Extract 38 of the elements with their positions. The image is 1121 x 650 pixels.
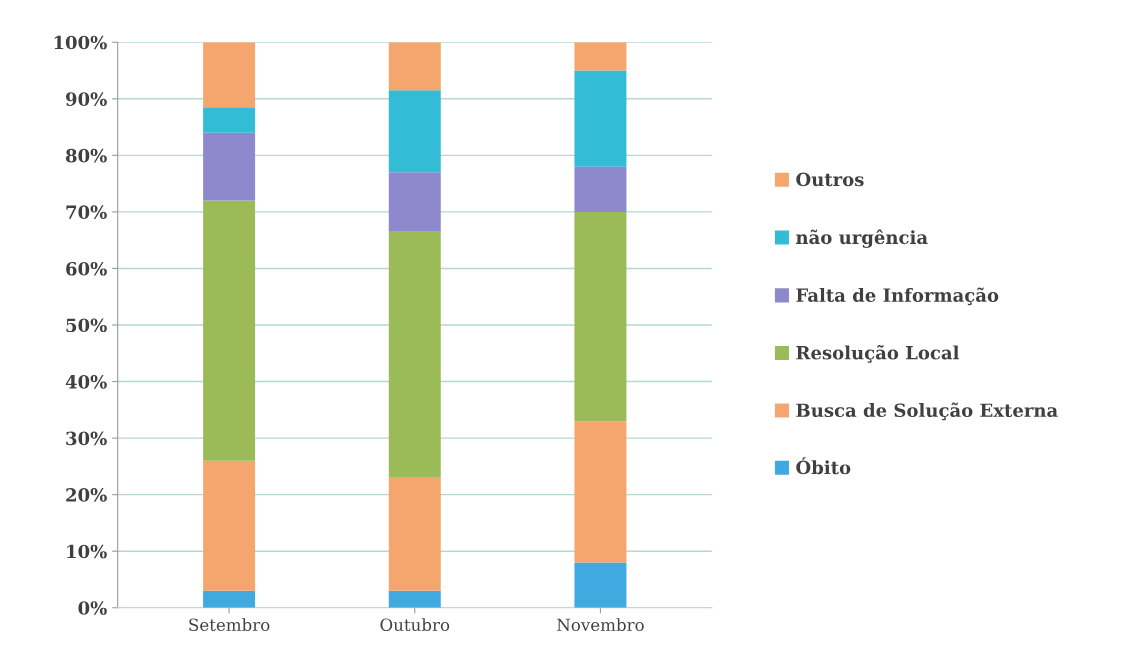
bar: [203, 590, 256, 608]
bar: [388, 231, 441, 478]
bar: [574, 421, 627, 563]
bar: [388, 477, 441, 591]
y-tick-label: 80%: [65, 148, 107, 163]
y-tick-label: 70%: [66, 205, 107, 220]
bar: [574, 166, 627, 212]
bar: [388, 172, 441, 232]
bar: [203, 42, 256, 108]
x-tick-label: Outubro: [380, 618, 450, 632]
legend-label: Outros: [796, 172, 864, 187]
legend-label: Falta de Informação: [796, 287, 999, 306]
y-tick-label: 100%: [54, 35, 107, 50]
legend-label: Busca de Solução Externa: [796, 402, 1058, 421]
x-tick-label: Novembro: [557, 618, 644, 632]
bar: [574, 562, 627, 608]
bar: [203, 132, 256, 201]
y-tick-label: 30%: [66, 431, 107, 446]
bar: [203, 460, 256, 591]
y-tick-label: 40%: [65, 375, 107, 389]
bar: [388, 90, 441, 173]
y-tick-label: 10%: [67, 544, 107, 559]
x-tick-label: Setembro: [189, 618, 270, 632]
bar: [574, 42, 627, 71]
legend-label: Óbito: [796, 457, 851, 475]
y-tick-label: 60%: [66, 261, 107, 276]
bar: [203, 107, 256, 133]
y-tick-label: 20%: [66, 488, 107, 502]
bar: [388, 42, 441, 91]
y-tick-label: 0%: [78, 601, 107, 615]
y-tick-label: 50%: [66, 318, 107, 333]
bar: [388, 590, 441, 608]
bar: [203, 200, 256, 461]
bar: [574, 70, 627, 167]
legend-label: não urgência: [796, 229, 928, 248]
y-tick-label: 90%: [65, 92, 107, 106]
bar: [574, 211, 627, 422]
legend-label: Resolução Local: [796, 344, 960, 363]
